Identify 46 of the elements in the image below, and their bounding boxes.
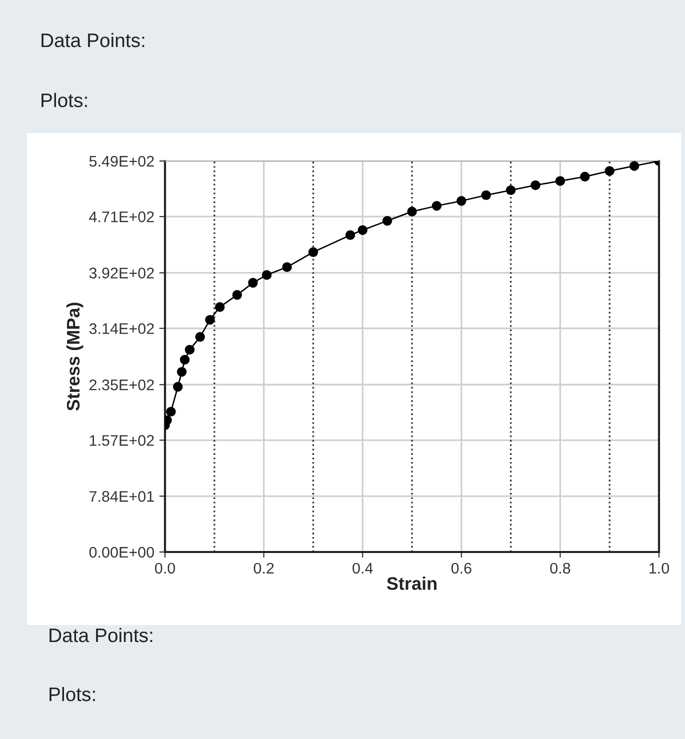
point: [555, 176, 566, 186]
point: [580, 172, 590, 182]
point: [432, 201, 442, 211]
text: Plots:: [50, 686, 95, 702]
x-axis-title: Strain: [386, 576, 436, 590]
point: [345, 230, 356, 240]
x-tick-label: 1.0: [650, 562, 670, 574]
point: [456, 196, 466, 206]
point: [382, 216, 392, 226]
point: [481, 190, 491, 200]
y-tick-label: 3.14E+02: [89, 323, 154, 334]
point: [180, 354, 190, 365]
point: [358, 225, 368, 235]
text: Data Points:: [42, 32, 144, 48]
point: [232, 290, 242, 300]
point: [166, 406, 176, 417]
point: [205, 314, 215, 325]
point: [172, 382, 183, 392]
text: Plots:: [42, 92, 87, 108]
x-tick-label: 0.4: [352, 562, 373, 574]
y-tick-label: 7.84E+01: [90, 491, 154, 502]
point: [506, 185, 516, 196]
y-tick-label: 3.92E+02: [89, 268, 154, 278]
point: [214, 302, 225, 312]
point: [248, 278, 258, 288]
y-tick-label: 0.00E+00: [89, 546, 154, 558]
point: [407, 206, 417, 216]
x-tick-label: 0.6: [451, 562, 472, 574]
y-axis-title: Stress (MPa): [66, 302, 84, 411]
x-tick-label: 0.0: [154, 562, 176, 574]
x-tick-label: 0.8: [550, 562, 570, 574]
point: [176, 366, 187, 377]
point: [308, 247, 318, 258]
point: [184, 344, 195, 355]
point: [629, 161, 640, 171]
text: Data Points:: [50, 628, 152, 642]
point: [195, 332, 205, 342]
x-tick-label: 0.2: [254, 562, 274, 574]
y-tick-label: 1.57E+02: [90, 435, 154, 446]
point: [530, 180, 540, 190]
point: [262, 270, 272, 280]
y-tick-label: 4.71E+02: [89, 211, 154, 222]
y-tick-label: 5.49E+02: [89, 156, 154, 167]
point: [604, 166, 614, 176]
point: [282, 262, 292, 272]
y-tick-label: 2.35E+02: [90, 380, 154, 390]
